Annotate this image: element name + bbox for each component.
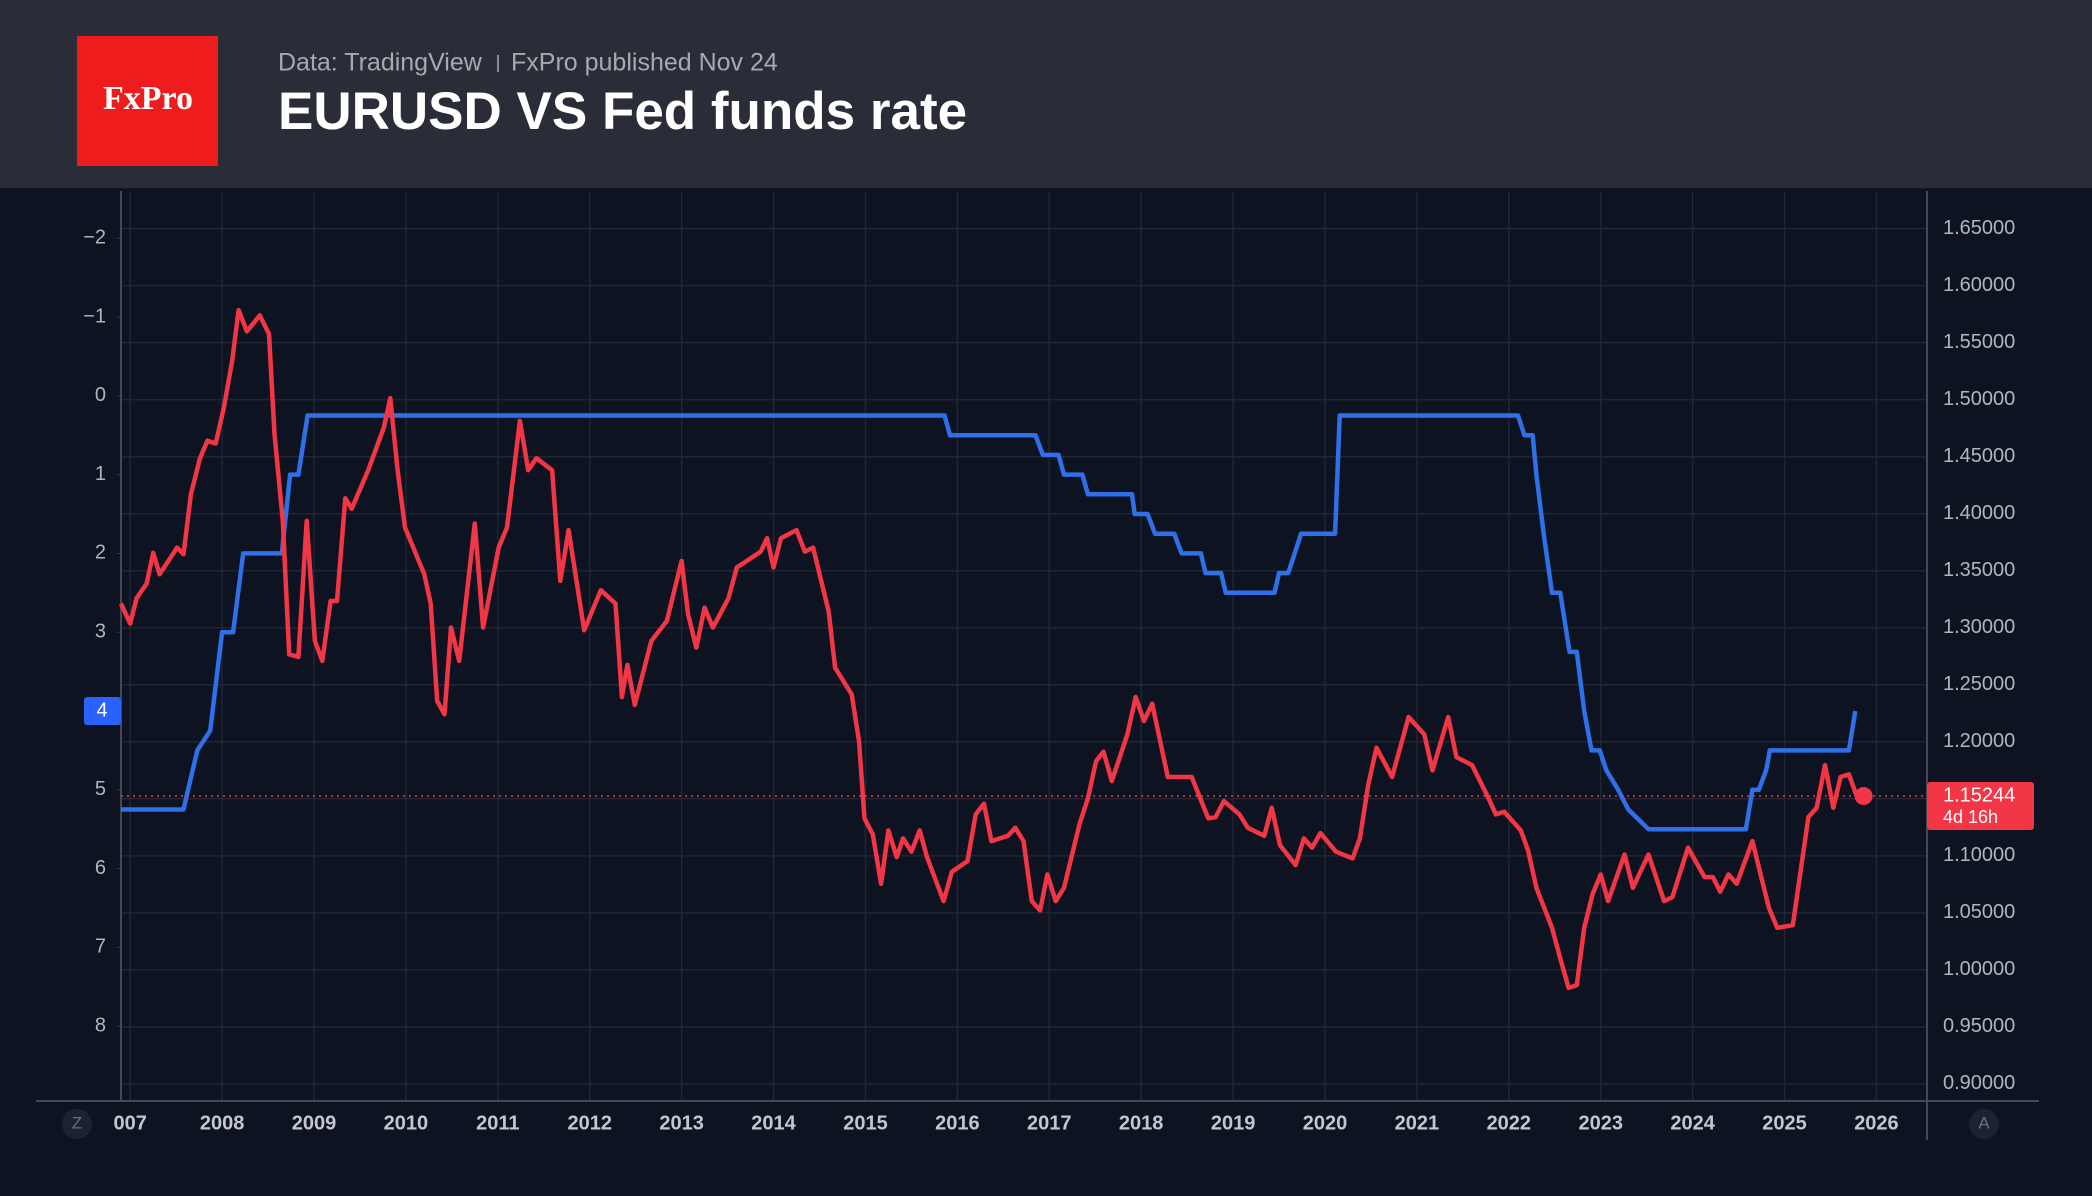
x-tick-label: 2017	[1027, 1112, 1072, 1134]
y2-tick-label: 0.95000	[1943, 1015, 2015, 1037]
y-tick-label: 3	[95, 620, 106, 642]
y-tick-label: 1	[95, 463, 106, 485]
x-tick-label: 2021	[1395, 1112, 1440, 1134]
y-tick-label: 5	[95, 778, 106, 800]
y2-tick-label: 1.20000	[1943, 730, 2015, 752]
source: Data: TradingView	[278, 49, 483, 77]
y2-tick-label: 1.40000	[1943, 502, 2015, 524]
header	[0, 0, 2092, 188]
y-tick-label: 7	[95, 936, 106, 958]
control-label: A	[1978, 1113, 1990, 1132]
y2-tick-label: 1.00000	[1943, 958, 2015, 980]
y-tick-label: 8	[95, 1014, 106, 1036]
control-button[interactable]	[1969, 1109, 1999, 1139]
y2-tick-label: 1.45000	[1943, 445, 2015, 467]
x-tick-label: 2010	[384, 1112, 429, 1134]
y2-tick-label: 1.50000	[1943, 388, 2015, 410]
x-tick-label: 2026	[1854, 1112, 1899, 1134]
y2-tick-label: 0.90000	[1943, 1072, 2015, 1094]
x-tick-label: 2014	[751, 1112, 796, 1134]
x-tick-label: 2009	[292, 1112, 337, 1134]
logo	[77, 36, 218, 166]
y-tick-label: 2	[95, 542, 106, 564]
y-tick-label: −1	[83, 305, 106, 327]
control-button[interactable]	[62, 1109, 92, 1139]
rate-badge	[84, 697, 121, 725]
y-tick-label: 0	[95, 384, 106, 406]
price-badge	[1927, 782, 2034, 831]
x-tick-label: 2016	[935, 1112, 980, 1134]
rate-badge-label: 4	[96, 699, 107, 721]
y2-tick-label: 1.05000	[1943, 901, 2015, 923]
chart-title: EURUSD VS Fed funds rate	[278, 82, 967, 141]
x-tick-label: 2015	[843, 1112, 888, 1134]
x-tick-label: 2013	[659, 1112, 704, 1134]
x-tick-label: 2012	[567, 1112, 612, 1134]
x-tick-label: 2018	[1119, 1112, 1164, 1134]
x-tick-label: 2022	[1487, 1112, 1532, 1134]
x-tick-label: 2011	[476, 1112, 519, 1134]
x-tick-label: 2020	[1303, 1112, 1348, 1134]
x-tick-label: 007	[114, 1112, 147, 1134]
y2-tick-label: 1.10000	[1943, 844, 2015, 866]
countdown: 4d 16h	[1943, 807, 1998, 827]
x-tick-label: 2025	[1762, 1112, 1807, 1134]
y-tick-label: 6	[95, 857, 106, 879]
y2-tick-label: 1.55000	[1943, 331, 2015, 353]
x-tick-label: 2008	[200, 1112, 245, 1134]
y2-tick-label: 1.25000	[1943, 673, 2015, 695]
price-label: 1.15244	[1943, 784, 2015, 806]
x-tick-label: 2024	[1670, 1112, 1715, 1134]
logo-text: FxPro	[103, 80, 193, 117]
y2-tick-label: 1.30000	[1943, 616, 2015, 638]
y-tick-label: −2	[83, 227, 106, 249]
y2-tick-label: 1.65000	[1943, 217, 2015, 239]
x-tick-label: 2019	[1211, 1112, 1256, 1134]
published: FxPro published Nov 24	[511, 49, 778, 77]
series-line	[121, 413, 1858, 832]
y2-tick-label: 1.35000	[1943, 559, 2015, 581]
series-line	[118, 307, 1864, 991]
last-price-dot	[1854, 787, 1873, 806]
y2-tick-label: 1.60000	[1943, 274, 2015, 296]
control-label: Z	[72, 1113, 82, 1132]
x-tick-label: 2023	[1578, 1112, 1623, 1134]
